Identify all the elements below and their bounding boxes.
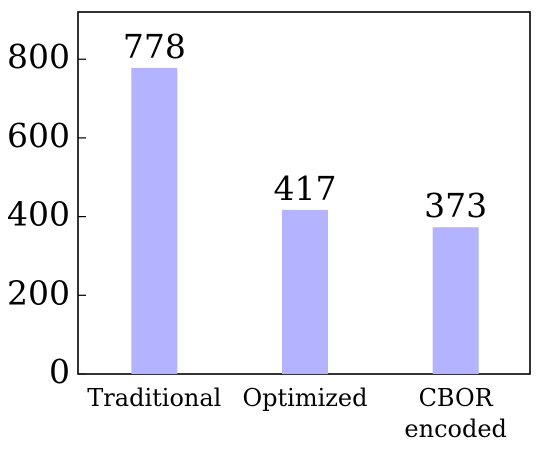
bar (282, 209, 328, 374)
x-axis: Traditional Optimized CBOR encoded (87, 384, 507, 443)
x-tick-label: encoded (404, 415, 506, 443)
bar (432, 227, 479, 374)
y-tick-label: 600 (7, 116, 70, 155)
y-axis: 0 200 400 600 800 (7, 37, 86, 391)
y-tick-label: 400 (7, 195, 70, 234)
y-tick-label: 800 (7, 37, 70, 76)
data-label: 373 (424, 186, 487, 225)
data-labels: 778 417 373 (123, 27, 487, 225)
bar (131, 67, 178, 375)
data-label: 778 (123, 27, 186, 66)
y-tick-label: 0 (49, 352, 70, 391)
x-tick-label: CBOR (419, 384, 494, 412)
x-tick-label: Optimized (242, 384, 367, 412)
y-tick-label: 200 (7, 273, 70, 312)
x-tick-label: Traditional (87, 384, 221, 412)
data-label: 417 (274, 169, 337, 208)
bars (131, 67, 479, 375)
